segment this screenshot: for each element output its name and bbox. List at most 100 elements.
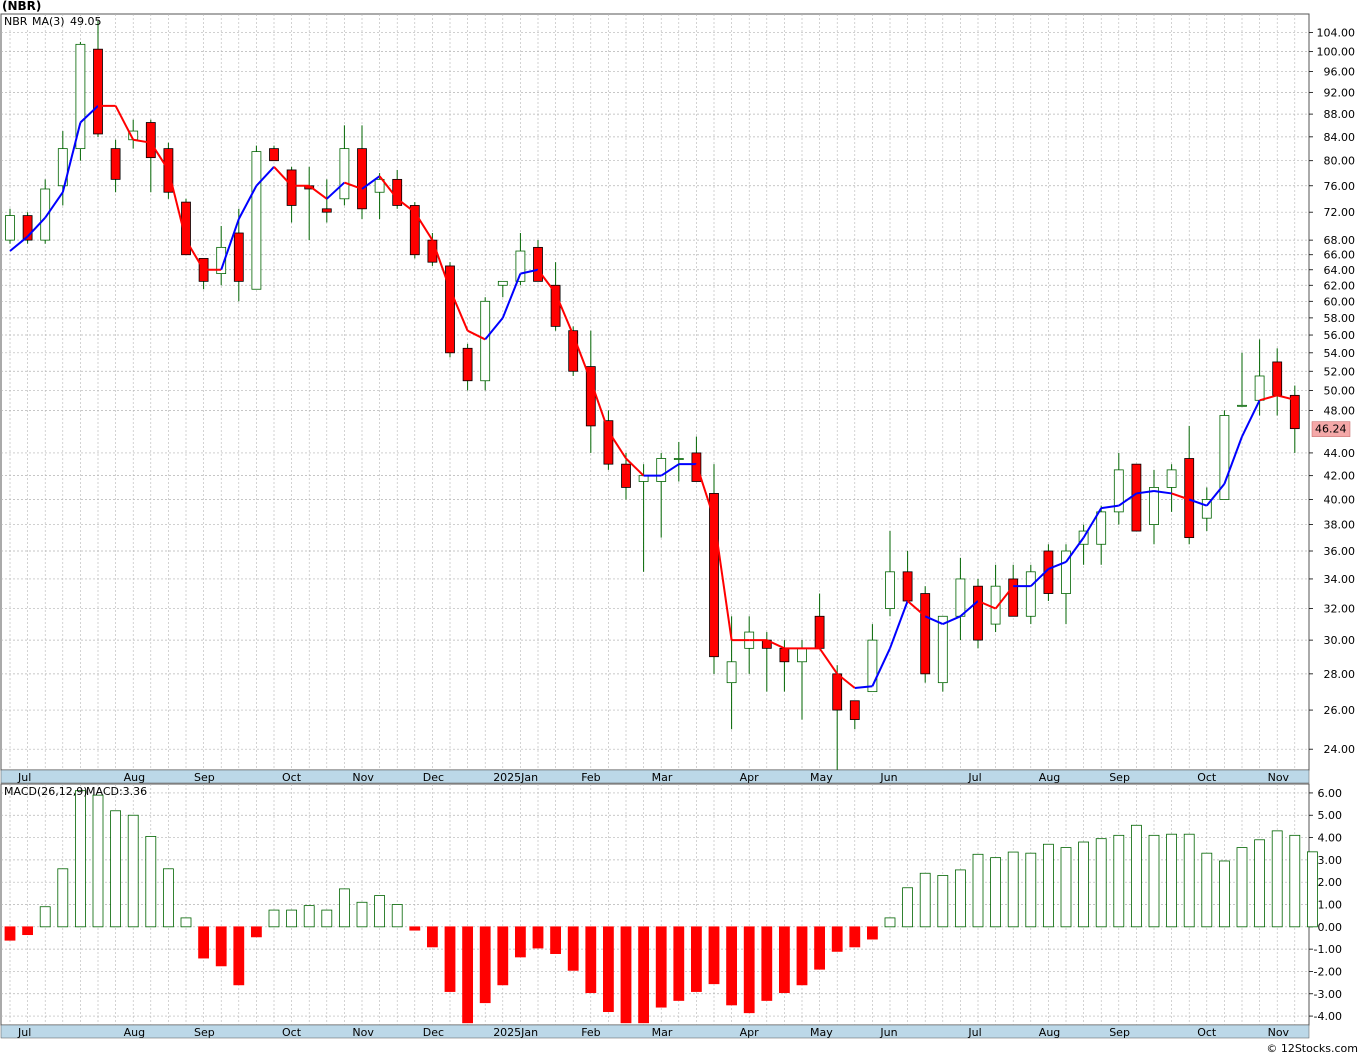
ma3-segment bbox=[431, 239, 451, 290]
ma3-segment bbox=[501, 273, 522, 319]
legend-ma-name: MA(3) bbox=[32, 15, 65, 28]
ma3-segment bbox=[167, 169, 187, 241]
ma3-segment bbox=[361, 175, 381, 190]
candle-body-up bbox=[867, 639, 878, 693]
candle-body-down bbox=[902, 571, 913, 602]
candle-body-up bbox=[40, 188, 51, 241]
price-month-label: Oct bbox=[282, 771, 302, 784]
macd-bar-positive bbox=[180, 917, 192, 928]
macd-month-label: Apr bbox=[740, 1026, 760, 1039]
candle-body-up bbox=[216, 246, 227, 274]
candle-body-down bbox=[1131, 463, 1142, 532]
candle bbox=[1219, 410, 1230, 500]
ma3-segment bbox=[1171, 492, 1190, 501]
candle-body-up bbox=[1166, 469, 1177, 488]
ma3-segment bbox=[695, 463, 715, 519]
candle bbox=[1061, 544, 1071, 625]
price-tick-label: 76.00 bbox=[1324, 180, 1356, 193]
macd-bar-negative bbox=[691, 926, 702, 992]
candle-body-down bbox=[920, 593, 931, 675]
price-month-label: Aug bbox=[1039, 771, 1060, 784]
candle bbox=[709, 464, 719, 674]
macd-bar-positive bbox=[92, 794, 104, 928]
macd-bar-positive bbox=[990, 857, 1001, 928]
macd-bar-positive bbox=[1219, 860, 1230, 928]
ma3-segment bbox=[1065, 537, 1085, 563]
ma3-segment bbox=[114, 105, 135, 141]
macd-bar-positive bbox=[972, 853, 984, 928]
chart-symbol-title: (NBR) bbox=[2, 0, 41, 13]
candle-body-down bbox=[621, 463, 631, 488]
price-month-label: Aug bbox=[124, 771, 145, 784]
legend-symbol: NBR bbox=[4, 15, 28, 28]
ma3-segment bbox=[1276, 394, 1296, 401]
candle bbox=[480, 297, 491, 391]
macd-month-label: Oct bbox=[1197, 1026, 1217, 1039]
macd-tick-label: 5.00 bbox=[1318, 809, 1343, 822]
candle bbox=[1149, 469, 1159, 545]
price-month-label: 2025Jan bbox=[493, 771, 538, 784]
candle bbox=[515, 232, 526, 286]
price-tick-label: 96.00 bbox=[1324, 66, 1356, 79]
price-tick-label: 48.00 bbox=[1324, 404, 1356, 417]
macd-bar-negative bbox=[638, 926, 649, 1024]
macd-bar-negative bbox=[673, 926, 685, 1001]
macd-bar-negative bbox=[603, 926, 614, 1013]
candle-body-down bbox=[1272, 361, 1283, 396]
macd-bar-negative bbox=[726, 926, 737, 1006]
candle bbox=[93, 20, 103, 137]
price-tick-label: 100.00 bbox=[1317, 46, 1356, 59]
macd-bar-positive bbox=[286, 909, 298, 928]
price-tick-label: 34.00 bbox=[1324, 573, 1356, 586]
candle bbox=[233, 208, 244, 302]
price-tick-label: 62.00 bbox=[1324, 279, 1356, 292]
macd-bar-positive bbox=[162, 868, 174, 928]
macd-bar-negative bbox=[462, 926, 474, 1024]
candle-body-down bbox=[849, 700, 860, 720]
candle-body-up bbox=[1201, 499, 1212, 519]
price-tick-label: 32.00 bbox=[1324, 603, 1356, 616]
candle-body-up bbox=[1219, 415, 1230, 500]
macd-bar-negative bbox=[585, 926, 597, 994]
ma3-segment bbox=[1241, 399, 1261, 437]
macd-bar-positive bbox=[1131, 824, 1142, 928]
macd-bar-positive bbox=[1289, 834, 1301, 928]
macd-legend: MACD(26,12,9) MACD:3.36 bbox=[4, 785, 147, 798]
candle-body-down bbox=[269, 148, 279, 162]
ma3-segment bbox=[273, 166, 293, 187]
price-tick-label: 44.00 bbox=[1324, 447, 1356, 460]
candle bbox=[1289, 385, 1300, 453]
macd-bar-negative bbox=[867, 926, 878, 940]
candle-body-up bbox=[339, 148, 350, 200]
price-tick-label: 56.00 bbox=[1324, 329, 1356, 342]
candle-body-up bbox=[515, 250, 526, 282]
candle-body-down bbox=[286, 169, 297, 206]
macd-month-label: Jun bbox=[879, 1026, 897, 1039]
macd-bar-negative bbox=[426, 926, 438, 948]
candle-body-up bbox=[990, 585, 1001, 625]
candle-body-down bbox=[533, 246, 543, 282]
candle-body-down bbox=[1289, 394, 1300, 430]
candle-body-up bbox=[955, 578, 966, 617]
price-tick-label: 72.00 bbox=[1324, 206, 1356, 219]
candle bbox=[885, 531, 895, 617]
candle bbox=[40, 179, 51, 244]
candle bbox=[251, 145, 262, 290]
candle-body-up bbox=[57, 148, 68, 187]
price-candles bbox=[5, 20, 1300, 770]
candle-body-down bbox=[973, 585, 983, 641]
macd-bar-negative bbox=[620, 926, 632, 1024]
candle-body-up bbox=[885, 571, 895, 609]
ma3-line bbox=[9, 104, 1296, 690]
macd-bar-positive bbox=[145, 836, 157, 928]
macd-bar-positive bbox=[1166, 833, 1177, 928]
candle-body-up bbox=[797, 647, 807, 663]
ma3-segment bbox=[572, 334, 592, 382]
candle-body-up bbox=[75, 43, 86, 150]
price-month-label: Jun bbox=[879, 771, 897, 784]
ma3-segment bbox=[484, 317, 504, 341]
legend-ma-value: 49.05 bbox=[70, 15, 102, 28]
macd-tick-label: -2.00 bbox=[1314, 965, 1342, 978]
ma3-segment bbox=[44, 191, 64, 219]
macd-tick-label: -1.00 bbox=[1314, 943, 1342, 956]
